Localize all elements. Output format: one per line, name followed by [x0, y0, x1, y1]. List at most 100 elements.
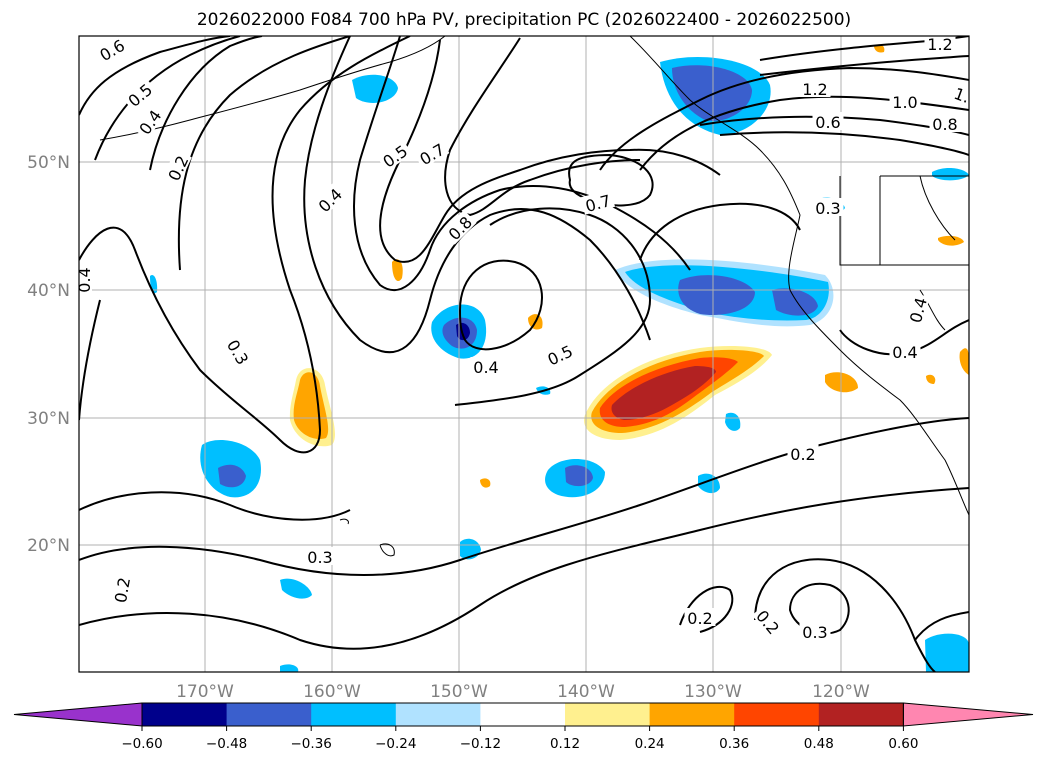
contour-label-bg — [541, 339, 578, 369]
colorbar-tick-label: 0.48 — [804, 736, 834, 752]
colorbar-tick-label: −0.24 — [375, 736, 416, 752]
contour-label: 0.2 — [111, 576, 134, 604]
lon-label: 160°W — [303, 682, 361, 702]
colorbar-segment — [395, 703, 481, 726]
precip-positive-area — [926, 374, 936, 384]
contour-label-bg — [162, 149, 192, 186]
contour-label: 0.6 — [815, 113, 840, 132]
contour-label-bg — [799, 79, 831, 97]
colorbar-tick-label: −0.48 — [206, 736, 247, 752]
contour-label-bg — [787, 444, 819, 462]
contour-label: 0.3 — [815, 199, 840, 218]
precipitation-shading — [150, 44, 969, 672]
contour-label-bg — [924, 36, 956, 52]
contour-label-bg — [580, 189, 616, 215]
contour-label: 0.2 — [790, 445, 815, 464]
precip-negative-core — [218, 464, 246, 488]
precip-negative-area — [352, 74, 398, 103]
contour-label-bg — [223, 333, 255, 370]
map-frame — [78, 35, 970, 673]
contour-label: 0.8 — [932, 115, 957, 134]
colorbar-tick-label: 0.36 — [719, 736, 749, 752]
figure-title: 2026022000 F084 700 hPa PV, precipitatio… — [197, 10, 851, 30]
colorbar-extension-low — [13, 702, 143, 727]
contour-label-bg — [441, 209, 477, 245]
lon-label: 130°W — [684, 682, 742, 702]
colorbar-segment — [142, 703, 228, 726]
contour-label-bg — [304, 547, 336, 565]
colorbar-segment — [226, 703, 312, 726]
colorbar-segment — [734, 703, 820, 726]
contour-label: 0.3 — [307, 548, 332, 567]
precip-positive-extreme — [611, 366, 716, 420]
contour-label-bg — [889, 342, 921, 360]
lon-label: 140°W — [557, 682, 615, 702]
precip-positive-area — [480, 478, 491, 488]
contour-label: 0.4 — [75, 267, 94, 292]
colorbar-tick-label: −0.12 — [460, 736, 501, 752]
latitude-labels: 50°N 40°N 30°N 20°N — [27, 153, 70, 556]
colorbar-segment — [565, 703, 651, 726]
lat-label: 40°N — [27, 281, 70, 301]
contour-label: 1.2 — [802, 80, 827, 99]
colorbar-tick-label: 0.12 — [550, 736, 580, 752]
precip-positive-area — [392, 259, 403, 282]
map-background — [79, 36, 969, 672]
longitude-labels: 170°W 160°W 150°W 140°W 130°W 120°W — [176, 682, 870, 702]
precip-negative-core — [672, 65, 752, 121]
contour-label-bg — [751, 603, 786, 640]
contour-label-bg — [889, 92, 921, 110]
precip-negative-core — [772, 288, 818, 316]
lon-label: 150°W — [430, 682, 488, 702]
contour-label-bg — [413, 137, 450, 169]
contour-label-bg — [93, 36, 130, 65]
colorbar-tick-label: 0.24 — [635, 736, 665, 752]
precip-negative-area — [925, 633, 969, 672]
contour-label: 1.2 — [927, 35, 952, 54]
colorbar-segment — [649, 703, 735, 726]
contour-label: 1. — [951, 84, 972, 107]
lon-label: 120°W — [812, 682, 870, 702]
contour-label-bg — [948, 81, 969, 107]
colorbar-tick-label: −0.60 — [121, 736, 162, 752]
colorbar-extension-high — [902, 702, 1034, 727]
colorbar-tick-label: −0.36 — [291, 736, 332, 752]
contour-label-bg — [684, 608, 716, 626]
colorbar-outline — [141, 702, 904, 727]
contour-label: 0.4 — [892, 343, 917, 362]
precip-negative-area — [932, 168, 969, 181]
lat-label: 20°N — [27, 536, 70, 556]
contour-label-bg — [812, 198, 844, 216]
precip-negative-core — [678, 275, 755, 316]
contour-label-bg — [929, 114, 961, 132]
contour-label-bg — [799, 622, 831, 640]
contour-label-bg — [904, 292, 930, 328]
coastlines — [99, 36, 969, 557]
contour-label: 0.3 — [802, 623, 827, 642]
contour-label-bg — [812, 112, 844, 130]
colorbar-segment — [818, 703, 904, 726]
graticule — [79, 36, 969, 672]
precip-negative-area — [725, 412, 741, 431]
contour-label-bg — [470, 357, 502, 375]
colorbar: −0.60 −0.48 −0.36 −0.24 −0.12 0.12 0.24 0.36 0.4… — [13, 702, 1034, 752]
contour-label: 0.2 — [687, 609, 712, 628]
lat-label: 30°N — [27, 409, 70, 429]
contour-label-bg — [109, 572, 133, 607]
pv-contours — [79, 36, 969, 672]
map-panel: 0.60.50.40.20.40.30.20.5 0.70.40.80.70.4 0… — [75, 35, 972, 673]
contour-label-bg — [376, 138, 413, 172]
contour-label-bg — [121, 77, 158, 112]
precip-negative-area — [280, 664, 299, 672]
lat-label: 50°N — [27, 153, 70, 173]
contour-label: 0.4 — [473, 358, 498, 377]
contour-label-bg — [132, 103, 166, 140]
contour-label-bg — [311, 181, 347, 217]
precip-negative-area — [280, 578, 312, 599]
contour-label: 1.0 — [892, 93, 917, 112]
colorbar-tick-label: 0.60 — [888, 736, 918, 752]
colorbar-segment — [311, 703, 397, 726]
precip-positive-area — [938, 235, 964, 246]
colorbar-segment — [480, 703, 566, 726]
